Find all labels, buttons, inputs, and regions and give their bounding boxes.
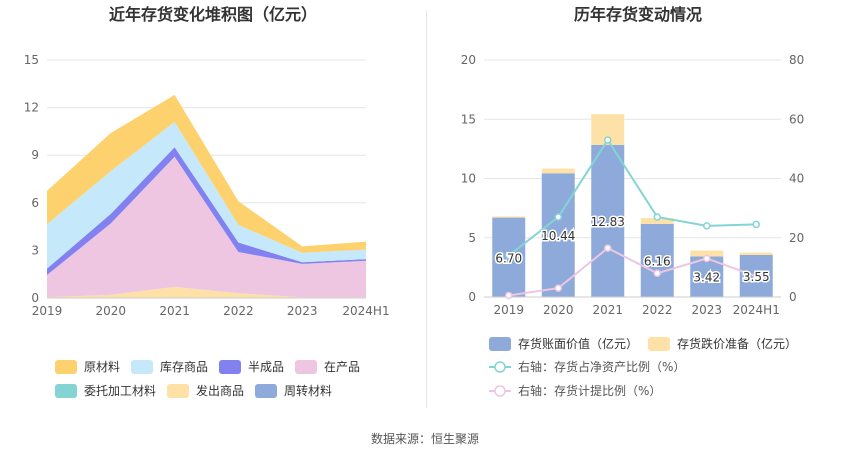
line-point xyxy=(554,213,562,221)
stacked-area-chart: 近年存货变化堆积图（亿元） 0 3 6 9 12 15 2019 2020 2021 2022 202… xyxy=(24,5,390,398)
legend-swatch xyxy=(489,337,511,351)
legend-label: 库存商品 xyxy=(160,359,208,374)
y-tick-label: 15 xyxy=(24,53,39,67)
line-point xyxy=(604,244,612,252)
line-point xyxy=(703,222,711,230)
legend-swatch xyxy=(167,384,189,398)
y-tick-label: 12 xyxy=(24,101,39,115)
bar-存货跌价准备（亿元） xyxy=(541,168,575,174)
x-tick-label: 2023 xyxy=(287,304,318,318)
line-point xyxy=(752,272,760,281)
legend-label: 在产品 xyxy=(324,360,360,374)
legend-label: 原材料 xyxy=(84,360,120,374)
bar-line-chart: 历年存货变动情况 0 5 10 15 20 0 20 40 60 80 2019 2020 2021 202… xyxy=(461,5,805,398)
x-tick-label: 2019 xyxy=(32,304,63,318)
y-tick-label: 9 xyxy=(31,148,39,162)
x-tick-label: 2020 xyxy=(543,303,574,317)
legend-label: 周转材料 xyxy=(284,383,332,398)
legend-swatch xyxy=(295,360,317,374)
source-note: 数据来源：恒生聚源 xyxy=(370,432,479,446)
legend-label: 存货账面价值（亿元） xyxy=(518,336,638,351)
y-tick-label: 0 xyxy=(31,291,39,305)
y-tick-label: 0 xyxy=(468,290,476,304)
x-tick-label: 2024H1 xyxy=(733,303,780,317)
legend-swatch xyxy=(255,384,277,398)
x-tick-label: 2019 xyxy=(493,303,524,317)
y2-tick-label: 0 xyxy=(789,290,797,304)
legend-label: 存货跌价准备（亿元） xyxy=(677,336,797,351)
legend-marker xyxy=(494,361,506,373)
area-在产品 xyxy=(47,156,366,298)
bar-存货跌价准备（亿元） xyxy=(640,218,674,225)
bar-value-label: 3.42 xyxy=(693,271,720,285)
legend-swatch xyxy=(219,360,241,374)
bar-value-label: 12.83 xyxy=(591,215,625,229)
bar-value-label: 10.44 xyxy=(541,229,575,243)
y-tick-label: 5 xyxy=(468,231,476,245)
x-tick-label: 2022 xyxy=(642,303,673,317)
y2-tick-label: 40 xyxy=(789,172,804,186)
y-tick-label: 3 xyxy=(31,243,39,257)
chart-title: 历年存货变动情况 xyxy=(574,5,702,24)
bar-存货跌价准备（亿元） xyxy=(690,250,724,257)
line-point xyxy=(653,269,661,278)
bar-存货跌价准备（亿元） xyxy=(739,252,773,255)
legend-label: 右轴：存货占净资产比例（%） xyxy=(518,359,685,374)
y-tick-label: 15 xyxy=(461,112,476,126)
legend-swatch xyxy=(55,360,77,374)
line-point xyxy=(554,284,562,292)
area-库存商品 xyxy=(47,121,366,269)
line-point xyxy=(505,251,513,260)
legend-swatch xyxy=(131,360,153,374)
line-point xyxy=(752,220,760,229)
legend-label: 半成品 xyxy=(248,360,284,374)
x-tick-label: 2023 xyxy=(691,303,722,317)
y2-tick-label: 60 xyxy=(789,112,804,126)
bar-存货账面价值（亿元） xyxy=(640,224,674,297)
area-发出商品 xyxy=(47,286,366,298)
panel-divider xyxy=(426,10,427,408)
bar-存货账面价值（亿元） xyxy=(541,173,575,297)
legend-label: 右轴：存货计提比例（%） xyxy=(518,383,661,398)
line-point xyxy=(703,254,711,263)
bar-存货跌价准备（亿元） xyxy=(492,216,526,218)
x-tick-label: 2022 xyxy=(223,304,254,318)
bar-存货账面价值（亿元） xyxy=(591,144,625,297)
line-point xyxy=(604,136,612,144)
chart-title: 近年存货变化堆积图（亿元） xyxy=(109,5,317,24)
area-原材料 xyxy=(47,94,366,253)
y-tick-label: 20 xyxy=(461,53,476,67)
y-tick-label: 10 xyxy=(461,172,476,186)
x-tick-label: 2020 xyxy=(96,304,127,318)
x-tick-label: 2024H1 xyxy=(342,304,389,318)
line-point xyxy=(505,291,513,300)
bar-value-label: 6.16 xyxy=(644,255,671,269)
line-point xyxy=(653,213,661,221)
line-右轴：存货占净资产比例（%） xyxy=(508,138,757,257)
y2-tick-label: 80 xyxy=(789,53,804,67)
y2-tick-label: 20 xyxy=(789,231,804,245)
legend-label: 发出商品 xyxy=(196,383,244,398)
x-tick-label: 2021 xyxy=(592,303,623,317)
legend-label: 委托加工材料 xyxy=(84,384,156,398)
bar-value-label: 6.70 xyxy=(495,251,522,265)
x-tick-label: 2021 xyxy=(159,304,190,318)
area-半成品 xyxy=(47,147,366,275)
legend-swatch xyxy=(648,337,670,351)
line-右轴：存货计提比例（%） xyxy=(508,246,757,297)
legend-marker xyxy=(494,385,506,397)
legend-swatch xyxy=(55,384,77,398)
bar-value-label: 3.55 xyxy=(743,270,770,284)
y-tick-label: 6 xyxy=(31,196,39,210)
